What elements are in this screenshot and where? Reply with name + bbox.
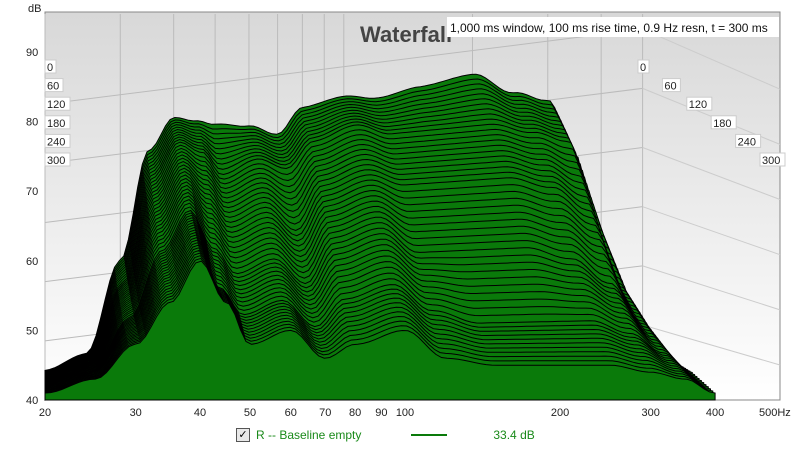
subtitle-box [447, 17, 779, 37]
x-tick-label: 60 [285, 407, 297, 419]
axes: 40 50 60 70 80 90 20 30 40 50 60 70 80 90 100 200 300 400… [26, 47, 791, 419]
x-tick-label: 90 [375, 407, 387, 419]
grid-line-perspective [642, 147, 781, 200]
time-label-box [661, 78, 681, 93]
y-tick-label: 90 [26, 47, 38, 59]
time-label-box [44, 96, 71, 111]
y-tick-label: 80 [26, 117, 38, 129]
x-tick-label: 30 [130, 407, 142, 419]
grid-line-perspective [642, 206, 781, 256]
chart-title: Waterfall [360, 22, 452, 47]
time-label-right: 180 [713, 118, 731, 130]
legend-line-swatch [411, 434, 448, 436]
x-tick-label: 20 [39, 407, 51, 419]
x-tick-label: 70 [319, 407, 331, 419]
time-label-left: 0 [47, 62, 53, 74]
time-label-right: 300 [762, 155, 780, 167]
time-label-right: 60 [664, 81, 676, 93]
grid-line-perspective [642, 265, 781, 311]
y-tick-label: 40 [26, 395, 38, 407]
time-label-box [44, 115, 71, 130]
time-label-box [735, 133, 762, 148]
y-tick-label: 70 [26, 186, 38, 198]
legend-label: R -- Baseline empty [256, 428, 362, 442]
waterfall-slice [44, 260, 716, 401]
x-tick-label: 200 [551, 407, 569, 419]
legend-value: 33.4 dB [493, 428, 535, 442]
y-axis-label: dB [28, 3, 41, 15]
time-label-box [637, 59, 650, 74]
grid-line-perspective [642, 324, 781, 366]
time-label-left: 60 [47, 81, 59, 93]
time-label-box [710, 115, 737, 130]
x-tick-label: 40 [194, 407, 206, 419]
chart-subtitle: 1,000 ms window, 100 ms rise time, 0.9 H… [450, 21, 768, 35]
waterfall-chart: 40 50 60 70 80 90 20 30 40 50 60 70 80 90 100 200 300 400… [26, 3, 791, 419]
x-tick-label: 400 [706, 407, 724, 419]
time-label-box [44, 152, 71, 167]
time-label-left: 300 [47, 155, 65, 167]
x-tick-label: 500Hz [759, 407, 791, 419]
time-label-right: 240 [738, 136, 756, 148]
time-label-right: 0 [640, 62, 646, 74]
time-label-box [44, 59, 57, 74]
slices [44, 73, 716, 401]
y-tick-label: 60 [26, 256, 38, 268]
x-tick-label: 80 [349, 407, 361, 419]
time-label-left: 180 [47, 118, 65, 130]
time-label-right: 120 [689, 99, 707, 111]
x-tick-label: 50 [244, 407, 256, 419]
time-label-box [44, 78, 64, 93]
x-tick-label: 300 [642, 407, 660, 419]
time-label-box [686, 96, 713, 111]
legend-checkbox[interactable]: ✓ [236, 428, 250, 442]
time-label-left: 120 [47, 99, 65, 111]
grid-line-perspective [642, 28, 781, 90]
time-label-box [44, 133, 71, 148]
x-tick-label: 100 [396, 407, 414, 419]
legend: ✓ R -- Baseline empty 33.4 dB [236, 428, 535, 442]
time-label-left: 240 [47, 136, 65, 148]
y-tick-label: 50 [26, 325, 38, 337]
time-label-box [759, 152, 786, 167]
grid-line-horizontal [44, 28, 643, 105]
